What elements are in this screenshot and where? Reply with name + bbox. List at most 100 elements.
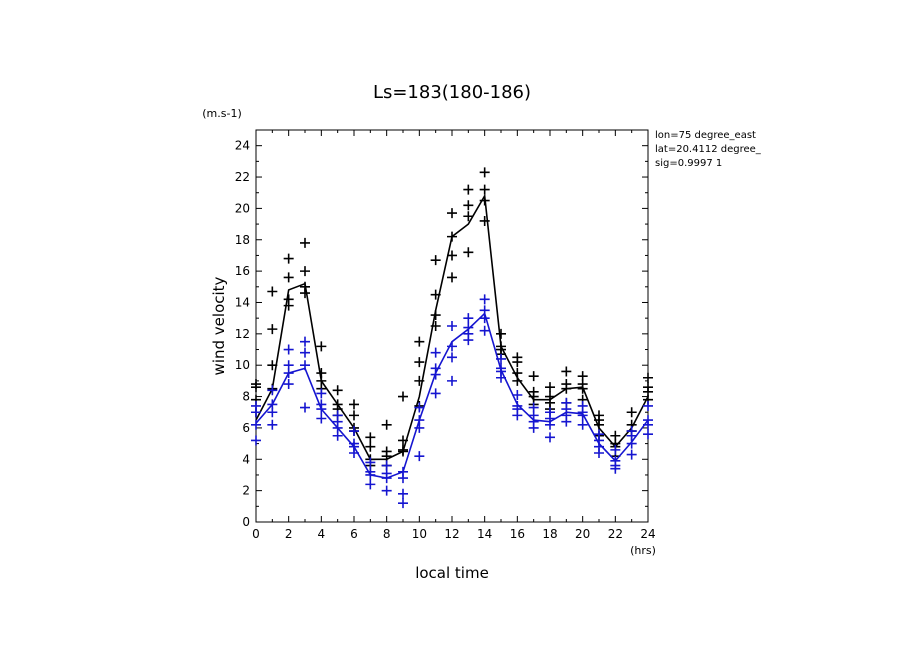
scatter-point [349, 426, 359, 437]
scatter-point [349, 441, 359, 452]
y-tick-label: 16 [235, 264, 250, 278]
scatter-point [479, 325, 490, 336]
x-tick-label: 18 [542, 527, 557, 541]
scatter-point [316, 341, 327, 352]
scatter-point [332, 430, 343, 441]
scatter-point [463, 328, 474, 339]
scatter-point [267, 286, 278, 297]
scatter-point [479, 195, 490, 206]
scatter-point [381, 468, 392, 479]
scatter-point [545, 432, 555, 443]
scatter-point [463, 313, 474, 324]
scatter-point [561, 416, 572, 427]
scatter-point [398, 391, 408, 402]
scatter-point [398, 498, 408, 509]
scatter-point [496, 328, 506, 339]
scatter-point [349, 399, 359, 410]
y-tick-label: 12 [235, 327, 250, 341]
x-tick-label: 0 [252, 527, 260, 541]
scatter-point [447, 375, 457, 386]
scatter-point [398, 444, 408, 455]
scatter-point [643, 419, 653, 430]
y-unit-label: (m.s-1) [202, 107, 242, 120]
scatter-point [300, 237, 310, 248]
scatter-point [398, 488, 408, 499]
scatter-point [528, 410, 539, 421]
scatter-point [512, 352, 523, 363]
x-tick-label: 24 [640, 527, 655, 541]
series-0 [251, 167, 653, 471]
scatter-point [496, 344, 506, 355]
data-layer [251, 167, 653, 509]
scatter-point [479, 184, 490, 195]
scatter-point [626, 430, 637, 441]
scatter-point [381, 485, 392, 496]
scatter-point [316, 413, 327, 424]
scatter-point [447, 321, 457, 331]
scatter-point [398, 473, 408, 484]
scatter-point [414, 402, 425, 413]
scatter-point [577, 419, 588, 430]
scatter-point [463, 211, 474, 222]
y-tick-label: 14 [235, 295, 250, 309]
scatter-point [463, 184, 474, 195]
tick-layer: 0 2 4 6 8 10 12 14 16 18 20 22 240246810121416182022… [235, 130, 656, 541]
scatter-point [430, 347, 441, 358]
scatter-point [512, 404, 523, 415]
scatter-point [267, 324, 278, 335]
scatter-point [251, 407, 261, 418]
scatter-point [643, 400, 653, 411]
series-1 [251, 294, 653, 509]
scatter-point [300, 360, 310, 371]
scatter-point [447, 352, 457, 363]
x-tick-label: 12 [444, 527, 459, 541]
scatter-point [414, 422, 425, 433]
scatter-point [316, 388, 327, 399]
y-tick-label: 10 [235, 358, 250, 372]
scatter-point [283, 300, 294, 311]
scatter-point [316, 399, 327, 410]
scatter-point [463, 247, 474, 258]
scatter-point [594, 410, 604, 421]
x-tick-label: 6 [350, 527, 358, 541]
x-tick-label: 4 [318, 527, 326, 541]
y-tick-label: 6 [242, 421, 250, 435]
scatter-point [300, 288, 310, 299]
x-unit-label: (hrs) [630, 544, 656, 557]
scatter-point [430, 310, 441, 321]
scatter-point [365, 432, 376, 443]
scatter-point [561, 404, 572, 415]
scatter-point [561, 379, 572, 390]
scatter-point [577, 407, 588, 418]
y-tick-label: 22 [235, 170, 250, 184]
scatter-point [283, 253, 294, 264]
scatter-point [643, 386, 653, 397]
y-tick-label: 8 [242, 390, 250, 404]
y-tick-label: 2 [242, 484, 250, 498]
scatter-point [447, 250, 457, 261]
y-tick-label: 20 [235, 201, 250, 215]
scatter-point [381, 446, 392, 457]
scatter-point [463, 200, 474, 211]
scatter-point [430, 321, 441, 331]
scatter-point [267, 419, 278, 430]
scatter-point [626, 449, 637, 460]
scatter-point [365, 466, 376, 477]
scatter-point [365, 479, 376, 490]
scatter-point [414, 451, 425, 462]
scatter-point [430, 255, 441, 266]
scatter-point [479, 167, 490, 178]
scatter-point [594, 419, 604, 430]
x-tick-label: 20 [575, 527, 590, 541]
y-tick-label: 18 [235, 233, 250, 247]
scatter-point [594, 448, 604, 459]
scatter-point [283, 344, 294, 355]
scatter-point [643, 372, 653, 383]
scatter-point [512, 375, 523, 386]
scatter-point [332, 385, 343, 396]
scatter-point [283, 360, 294, 371]
annotation-lat: lat=20.4112 degree_ [655, 144, 762, 155]
x-tick-label: 2 [285, 527, 293, 541]
y-tick-label: 24 [235, 139, 250, 153]
